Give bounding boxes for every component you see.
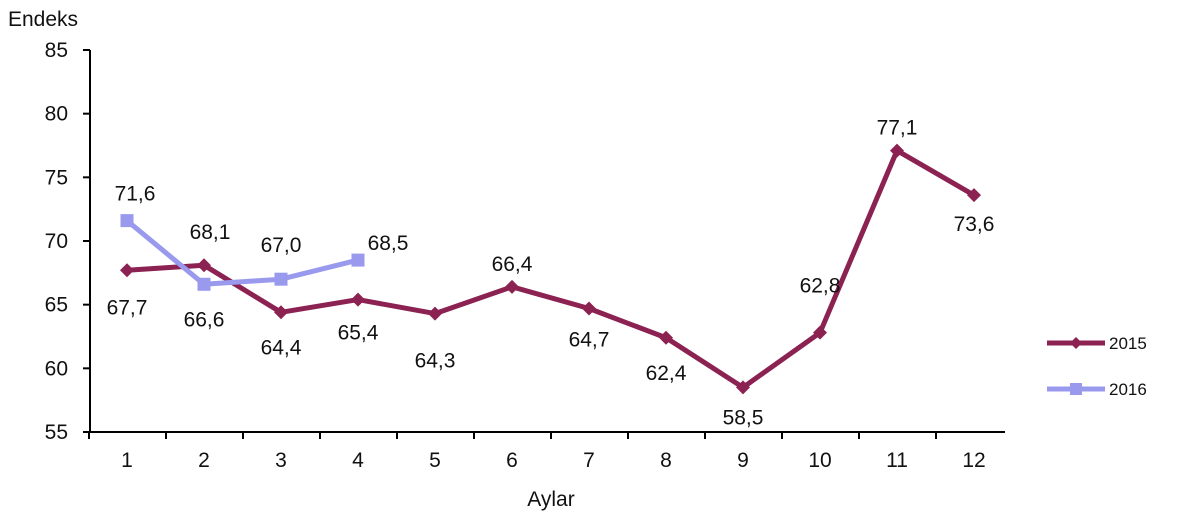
data-label: 71,6 [115,183,156,206]
series-2016 [120,214,365,291]
y-tick-label: 85 [45,39,68,62]
legend-marker [1070,383,1082,395]
x-tick-label: 8 [660,449,672,472]
data-point [274,272,288,286]
data-label: 64,7 [569,328,610,351]
data-label: 77,1 [877,117,918,140]
chart-series [120,143,981,395]
x-tick-label: 3 [275,449,287,472]
series-line-2016 [125,218,359,287]
data-label: 66,6 [184,308,225,331]
data-label: 66,4 [492,253,533,276]
data-label: 73,6 [954,213,995,236]
data-point [274,305,288,320]
data-label: 62,8 [800,275,841,298]
data-label: 64,4 [261,336,302,359]
series-line-2015 [126,148,976,390]
data-point [505,279,519,294]
y-tick-label: 60 [45,357,68,380]
data-point [120,214,134,228]
data-point [428,306,442,321]
legend-label: 2016 [1109,380,1147,399]
y-tick-label: 65 [45,294,68,317]
x-tick-label: 2 [198,449,210,472]
data-point [659,330,673,345]
data-label: 65,4 [338,322,379,345]
data-point [120,263,134,278]
data-point [967,188,981,203]
chart-legend: 2015 2016 [1047,334,1147,399]
data-label: 67,7 [107,296,148,319]
y-tick-label: 70 [45,230,68,253]
x-tick-label: 4 [352,449,364,472]
x-tick-label: 7 [583,449,595,472]
x-tick-label: 1 [121,449,133,472]
data-label: 64,3 [415,350,456,373]
data-point [351,292,365,307]
data-point [197,258,211,273]
y-axis-title: Endeks [8,8,78,31]
data-label: 68,5 [368,232,409,255]
legend-item-2015: 2015 [1047,334,1147,353]
y-tick-label: 55 [45,421,68,444]
data-label: 58,5 [723,406,764,429]
series-2015 [120,143,981,395]
chart-data-labels: 67,7 68,1 64,4 65,4 64,3 66,4 64,7 62,4 58,5 62,8… [107,117,995,430]
data-label: 67,0 [261,234,302,257]
data-point [351,253,365,267]
y-tick-label: 80 [45,103,68,126]
x-tick-label: 12 [962,449,985,472]
legend-label: 2015 [1109,334,1147,353]
data-point [813,325,827,340]
data-point [890,143,904,158]
x-axis-title: Aylar [527,488,574,511]
x-tick-label: 11 [886,449,908,472]
x-tick-label: 6 [506,449,518,472]
data-point [736,380,750,395]
x-tick-label: 10 [808,449,831,472]
y-tick-label: 75 [45,166,68,189]
data-point [582,301,596,316]
legend-marker [1070,337,1082,349]
data-label: 68,1 [190,221,231,244]
data-label: 62,4 [646,362,687,385]
data-point [197,277,211,291]
x-tick-label: 5 [429,449,441,472]
x-tick-label: 9 [737,449,749,472]
legend-item-2016: 2016 [1047,380,1147,399]
